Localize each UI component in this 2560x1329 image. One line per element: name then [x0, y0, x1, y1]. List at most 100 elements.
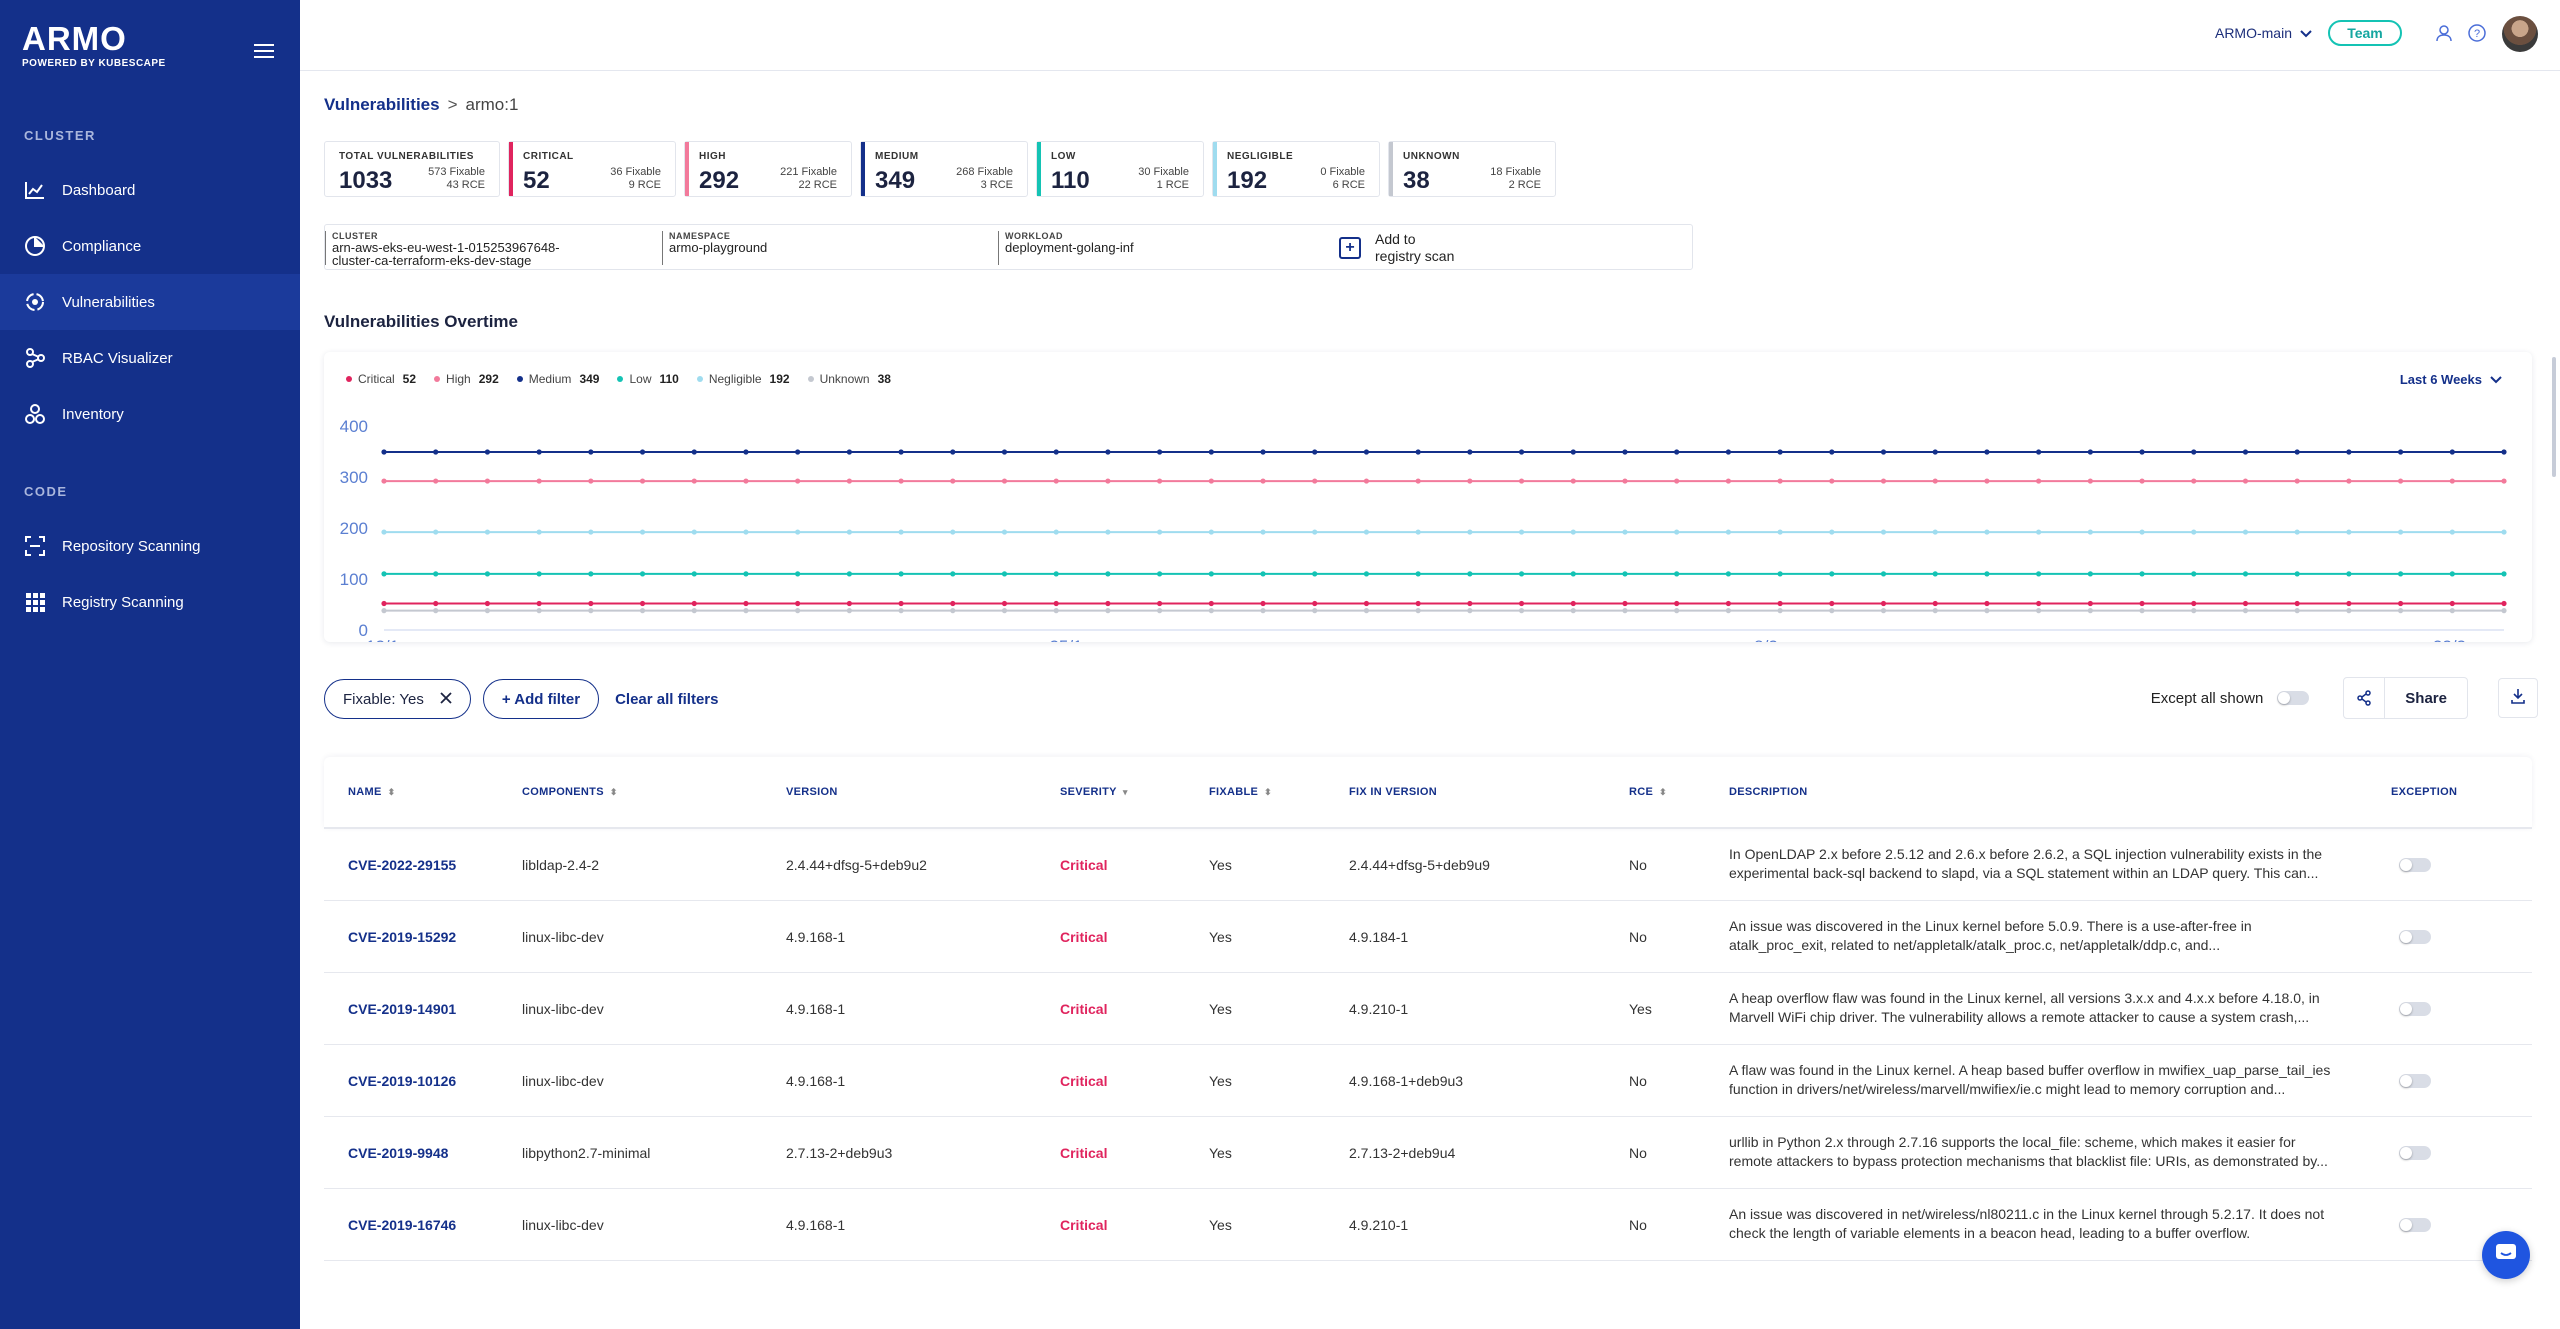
data-point[interactable] — [1777, 529, 1783, 535]
data-point[interactable] — [2036, 478, 2042, 484]
range-selector[interactable]: Last 6 Weeks — [2400, 372, 2502, 387]
data-point[interactable] — [2242, 478, 2249, 484]
data-point[interactable] — [484, 571, 491, 577]
data-point[interactable] — [898, 478, 904, 484]
data-point[interactable] — [484, 608, 491, 614]
data-point[interactable] — [2242, 571, 2249, 577]
legend-item[interactable]: Medium 349 — [516, 372, 599, 386]
data-point[interactable] — [484, 449, 491, 455]
data-point[interactable] — [1880, 449, 1887, 455]
data-point[interactable] — [846, 608, 852, 614]
data-point[interactable] — [950, 529, 956, 535]
data-point[interactable] — [1363, 608, 1370, 614]
data-point[interactable] — [2191, 478, 2197, 484]
data-point[interactable] — [1622, 478, 1628, 484]
table-row[interactable]: CVE-2019-15292 linux-libc-dev 4.9.168-1 Cri… — [324, 901, 2532, 973]
data-point[interactable] — [2036, 449, 2042, 455]
data-point[interactable] — [2501, 571, 2507, 577]
data-point[interactable] — [1363, 449, 1370, 455]
data-point[interactable] — [1467, 529, 1473, 535]
data-point[interactable] — [1363, 529, 1370, 535]
data-point[interactable] — [846, 571, 852, 577]
data-point[interactable] — [2294, 449, 2300, 455]
stat-card-unknown[interactable]: UNKNOWN 38 18 Fixable 2 RCE — [1388, 141, 1556, 197]
data-point[interactable] — [2191, 608, 2197, 614]
data-point[interactable] — [691, 571, 697, 577]
share-button[interactable]: Share — [2405, 689, 2447, 707]
data-point[interactable] — [1725, 600, 1731, 607]
data-point[interactable] — [2449, 600, 2455, 607]
data-point[interactable] — [1725, 478, 1731, 484]
data-point[interactable] — [1001, 608, 1008, 614]
data-point[interactable] — [1674, 571, 1680, 577]
data-point[interactable] — [2139, 529, 2145, 535]
share-icon[interactable] — [2344, 678, 2386, 718]
data-point[interactable] — [1312, 608, 1318, 614]
data-point[interactable] — [1053, 571, 1059, 577]
data-point[interactable] — [691, 449, 697, 455]
data-point[interactable] — [898, 449, 904, 455]
data-point[interactable] — [1363, 571, 1370, 577]
legend-item[interactable]: Low 110 — [617, 372, 679, 386]
data-point[interactable] — [1208, 571, 1214, 577]
data-point[interactable] — [1208, 529, 1214, 535]
data-point[interactable] — [1105, 608, 1111, 614]
cve-id-link[interactable]: CVE-2019-16746 — [348, 1216, 457, 1233]
add-filter-button[interactable]: + Add filter — [482, 679, 600, 719]
data-point[interactable] — [1777, 478, 1783, 484]
data-point[interactable] — [2139, 600, 2145, 607]
team-button[interactable]: Team — [2328, 20, 2402, 46]
data-point[interactable] — [1725, 529, 1731, 535]
data-point[interactable] — [2087, 529, 2093, 535]
data-point[interactable] — [1518, 449, 1525, 455]
data-point[interactable] — [2242, 600, 2249, 607]
data-point[interactable] — [1260, 449, 1266, 455]
data-point[interactable] — [2501, 608, 2507, 614]
data-point[interactable] — [2036, 608, 2042, 614]
data-point[interactable] — [898, 529, 904, 535]
data-point[interactable] — [536, 571, 542, 577]
data-point[interactable] — [381, 600, 387, 607]
menu-toggle-icon[interactable] — [254, 44, 274, 60]
data-point[interactable] — [2449, 608, 2455, 614]
data-point[interactable] — [691, 608, 697, 614]
chat-support-button[interactable] — [2482, 1231, 2530, 1279]
data-point[interactable] — [2501, 478, 2507, 484]
data-point[interactable] — [743, 571, 749, 577]
sidebar-item-compliance[interactable]: Compliance — [0, 218, 300, 274]
cve-id-link[interactable]: CVE-2022-29155 — [348, 856, 457, 873]
table-row[interactable]: CVE-2019-9948 libpython2.7-minimal 2.7.13-… — [324, 1117, 2532, 1189]
data-point[interactable] — [691, 529, 697, 535]
data-point[interactable] — [1053, 600, 1059, 607]
data-point[interactable] — [1674, 478, 1680, 484]
data-point[interactable] — [950, 449, 956, 455]
data-point[interactable] — [536, 478, 542, 484]
data-point[interactable] — [1260, 608, 1266, 614]
stat-card-critical[interactable]: CRITICAL 52 36 Fixable 9 RCE — [508, 141, 676, 197]
sidebar-item-repository-scanning[interactable]: Repository Scanning — [0, 518, 300, 574]
data-point[interactable] — [588, 449, 594, 455]
legend-item[interactable]: Critical 52 — [346, 372, 416, 386]
data-point[interactable] — [1518, 529, 1525, 535]
data-point[interactable] — [1984, 600, 1990, 607]
data-point[interactable] — [1467, 478, 1473, 484]
data-point[interactable] — [1157, 478, 1163, 484]
exception-toggle[interactable] — [2399, 1001, 2431, 1016]
data-point[interactable] — [1105, 449, 1111, 455]
data-point[interactable] — [536, 529, 542, 535]
data-point[interactable] — [2397, 478, 2404, 484]
data-point[interactable] — [2139, 571, 2145, 577]
data-point[interactable] — [588, 600, 594, 607]
data-point[interactable] — [1829, 600, 1835, 607]
data-point[interactable] — [1932, 529, 1938, 535]
data-point[interactable] — [1518, 608, 1525, 614]
data-point[interactable] — [433, 449, 439, 455]
data-point[interactable] — [2449, 571, 2455, 577]
data-point[interactable] — [2449, 449, 2455, 455]
legend-item[interactable]: Unknown 38 — [807, 372, 891, 386]
data-point[interactable] — [536, 449, 542, 455]
data-point[interactable] — [1312, 600, 1318, 607]
data-point[interactable] — [2346, 529, 2352, 535]
data-point[interactable] — [2191, 449, 2197, 455]
data-point[interactable] — [1622, 571, 1628, 577]
